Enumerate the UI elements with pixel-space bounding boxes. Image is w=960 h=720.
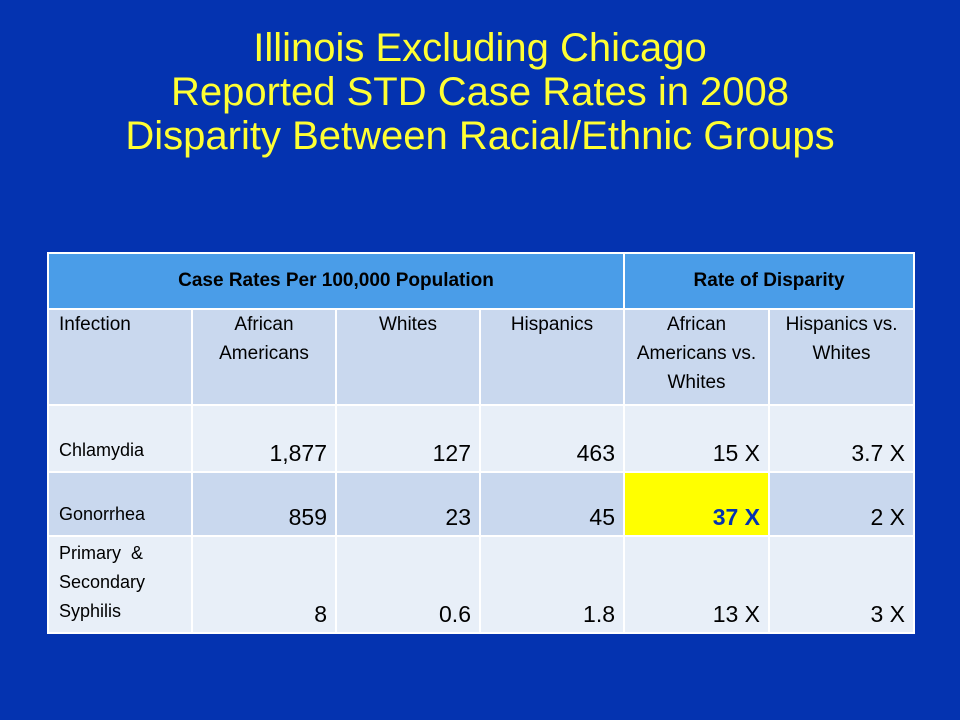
table-row: Gonorrhea 859 23 45 37 X 2 X <box>47 471 916 537</box>
band-case-rates: Case Rates Per 100,000 Population <box>46 252 626 310</box>
cell-infection: Chlamydia <box>47 404 193 473</box>
cell-aa-vs-whites: 13 X <box>623 535 771 634</box>
cell-hispanics: 1.8 <box>478 535 626 634</box>
cell-african-americans: 1,877 <box>191 404 337 473</box>
title-line-1: Illinois Excluding Chicago <box>253 26 707 70</box>
cell-aa-vs-whites-highlighted: 37 X <box>623 471 771 537</box>
cell-infection: Gonorrhea <box>47 471 193 537</box>
col-header-aa-vs-whites: African Americans vs. Whites <box>623 308 771 406</box>
column-header-row: Infection African Americans Whites Hispa… <box>47 308 916 406</box>
table-row: Chlamydia 1,877 127 463 15 X 3.7 X <box>47 404 916 473</box>
cell-aa-vs-whites: 15 X <box>623 404 771 473</box>
col-header-african-americans: African Americans <box>191 308 337 406</box>
cell-hisp-vs-whites: 3.7 X <box>768 404 916 473</box>
col-header-whites: Whites <box>335 308 481 406</box>
cell-hispanics: 463 <box>478 404 626 473</box>
cell-hispanics: 45 <box>478 471 626 537</box>
table-row: Primary & Secondary Syphilis 8 0.6 1.8 1… <box>47 535 916 634</box>
cell-african-americans: 8 <box>191 535 337 634</box>
col-header-hispanics: Hispanics <box>478 308 626 406</box>
col-header-infection: Infection <box>47 308 193 406</box>
cell-whites: 127 <box>335 404 481 473</box>
slide-title: Illinois Excluding Chicago Reported STD … <box>0 26 960 158</box>
col-header-hisp-vs-whites: Hispanics vs. Whites <box>768 308 916 406</box>
cell-infection: Primary & Secondary Syphilis <box>47 535 193 634</box>
cell-african-americans: 859 <box>191 471 337 537</box>
cell-hisp-vs-whites: 3 X <box>768 535 916 634</box>
cell-whites: 23 <box>335 471 481 537</box>
band-rate-disparity: Rate of Disparity <box>623 252 916 310</box>
cell-hisp-vs-whites: 2 X <box>768 471 916 537</box>
cell-whites: 0.6 <box>335 535 481 634</box>
std-rates-table: Case Rates Per 100,000 Population Rate o… <box>46 252 916 634</box>
table-band-row: Case Rates Per 100,000 Population Rate o… <box>46 252 916 310</box>
title-line-3: Disparity Between Racial/Ethnic Groups <box>125 114 835 158</box>
title-line-2: Reported STD Case Rates in 2008 <box>170 70 790 114</box>
